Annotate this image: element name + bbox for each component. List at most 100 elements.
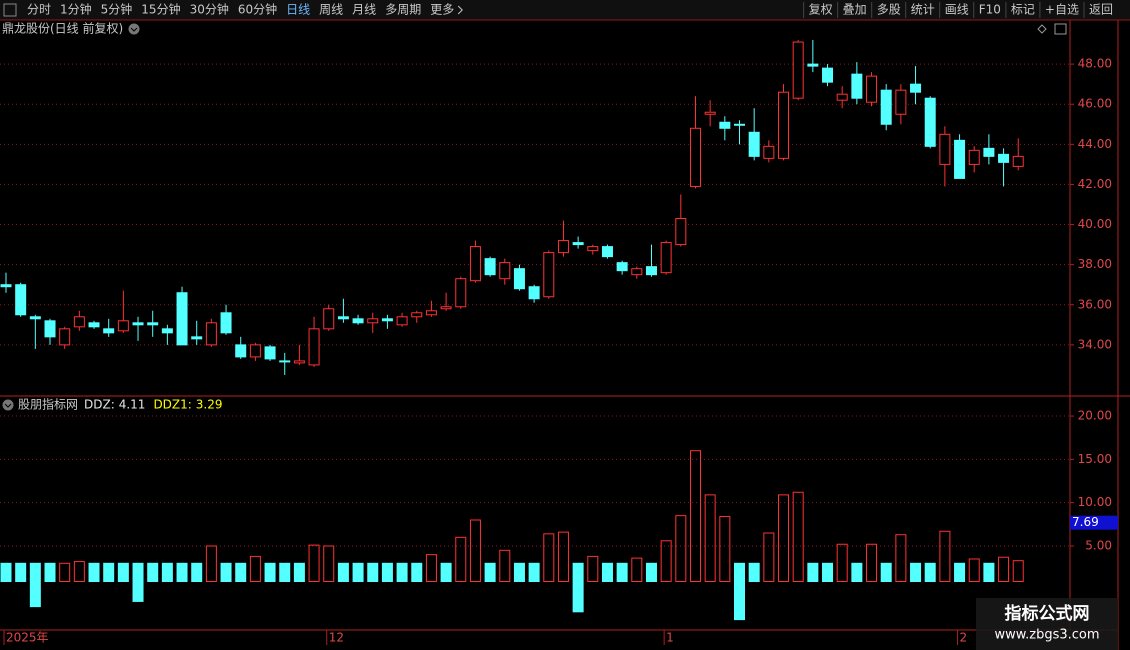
- indicator-bar: [132, 562, 144, 602]
- indicator-bar: [866, 543, 878, 582]
- candle-body: [88, 322, 100, 328]
- indicator-bar: [235, 562, 247, 582]
- candle-body: [822, 67, 834, 83]
- candle-body: [689, 127, 701, 187]
- candle-body: [748, 131, 760, 157]
- candle-body: [719, 121, 731, 129]
- indicator-bar: [367, 562, 379, 582]
- toolbar-tab[interactable]: 15分钟: [141, 2, 180, 17]
- candle-body: [513, 268, 525, 290]
- menu-icon[interactable]: [3, 3, 17, 17]
- candle-body: [293, 360, 305, 364]
- toolbar-button[interactable]: +自选: [1045, 3, 1079, 17]
- indicator-bar: [469, 519, 481, 582]
- toolbar-tab[interactable]: 月线: [352, 3, 376, 17]
- chart-title: 鼎龙股份(日线 前复权): [2, 21, 123, 36]
- candle-body: [880, 89, 892, 125]
- candle-body: [792, 41, 804, 99]
- diamond-icon[interactable]: [1037, 24, 1047, 34]
- indicator-bar: [601, 562, 613, 582]
- toolbar-tab[interactable]: 日线: [286, 3, 310, 17]
- y-tick-label: 10.00: [1078, 495, 1112, 509]
- y-tick-label: 42.00: [1078, 177, 1112, 191]
- candle-body: [499, 262, 511, 280]
- candle-body: [587, 246, 599, 252]
- y-tick-label: 34.00: [1078, 337, 1112, 351]
- x-tick-label: 1: [666, 631, 674, 645]
- candle-body: [337, 316, 349, 320]
- toolbar-button[interactable]: 复权: [809, 3, 833, 17]
- candle-body: [308, 328, 320, 366]
- indicator-bar: [910, 562, 922, 582]
- toolbar-tab[interactable]: 1分钟: [60, 2, 92, 17]
- indicator-title: 股朋指标网: [18, 397, 78, 412]
- y-tick-label: 40.00: [1078, 217, 1112, 231]
- y-tick-label: 20.00: [1078, 409, 1112, 423]
- watermark-bg: [976, 598, 1118, 650]
- toolbar-tab[interactable]: 多周期: [385, 3, 421, 17]
- toolbar-tab[interactable]: 60分钟: [238, 2, 277, 17]
- y-tick-label: 15.00: [1078, 452, 1112, 466]
- title-menu-icon[interactable]: [128, 23, 140, 35]
- candle-body: [132, 322, 144, 326]
- toolbar-button[interactable]: 统计: [911, 3, 935, 17]
- y-tick-label: 44.00: [1078, 137, 1112, 151]
- candle-body: [220, 312, 232, 334]
- indicator-bar: [631, 557, 643, 582]
- candle-body: [73, 316, 85, 328]
- indicator-bar: [73, 561, 85, 582]
- toolbar-button[interactable]: 画线: [945, 3, 969, 17]
- toolbar-tab[interactable]: 更多: [430, 3, 454, 17]
- candle-body: [660, 242, 672, 274]
- candle-body: [557, 240, 569, 254]
- toolbar-button[interactable]: 叠加: [843, 3, 867, 17]
- marker-box: [1070, 515, 1118, 530]
- toolbar-tab[interactable]: 周线: [319, 3, 343, 17]
- indicator-bar: [587, 555, 599, 582]
- indicator-bar: [323, 545, 335, 582]
- toolbar-button[interactable]: 返回: [1089, 3, 1113, 17]
- indicator-bar: [734, 562, 745, 621]
- candle-body: [807, 63, 819, 67]
- indicator-bar: [293, 562, 305, 582]
- toolbar-button[interactable]: F10: [979, 3, 1001, 17]
- indicator-bar: [895, 534, 907, 582]
- indicator-bar: [205, 545, 217, 582]
- toolbar-tab[interactable]: 30分钟: [190, 2, 229, 17]
- indicator-bar: [425, 554, 437, 582]
- indicator-bar: [279, 562, 291, 582]
- indicator-menu-icon[interactable]: [2, 399, 14, 411]
- indicator-bar: [513, 562, 525, 582]
- indicator-bar: [675, 515, 687, 582]
- candle-body: [763, 145, 775, 159]
- toolbar-tab[interactable]: 分时: [27, 3, 51, 17]
- indicator-bar: [557, 531, 569, 582]
- toolbar-tab[interactable]: 5分钟: [101, 2, 133, 17]
- candle-body: [323, 308, 335, 330]
- candle-body: [616, 262, 628, 272]
- candle-body: [176, 292, 188, 346]
- indicator-bar: [29, 562, 41, 608]
- readout-colon: :: [188, 398, 192, 412]
- readout-value: 4.11: [119, 398, 146, 412]
- indicator-bar: [249, 555, 261, 582]
- readout-name: DDZ1: [153, 398, 187, 412]
- toolbar-button[interactable]: 标记: [1011, 3, 1035, 17]
- indicator-bar: [396, 562, 408, 582]
- indicator-bar: [880, 562, 892, 582]
- toolbar-button[interactable]: 多股: [877, 3, 901, 17]
- candle-body: [411, 312, 423, 318]
- indicator-bar: [924, 562, 936, 582]
- candle-body: [440, 306, 452, 310]
- indicator-bar: [645, 562, 657, 582]
- candle-body: [0, 284, 12, 288]
- indicator-bar: [778, 494, 790, 582]
- panel-icon[interactable]: [1054, 23, 1067, 35]
- indicator-bar: [59, 562, 71, 582]
- candle-body: [103, 328, 115, 334]
- candle-body: [147, 322, 159, 326]
- indicator-bar: [220, 562, 232, 582]
- readout-value: 3.29: [196, 398, 223, 412]
- candle-body: [396, 316, 408, 326]
